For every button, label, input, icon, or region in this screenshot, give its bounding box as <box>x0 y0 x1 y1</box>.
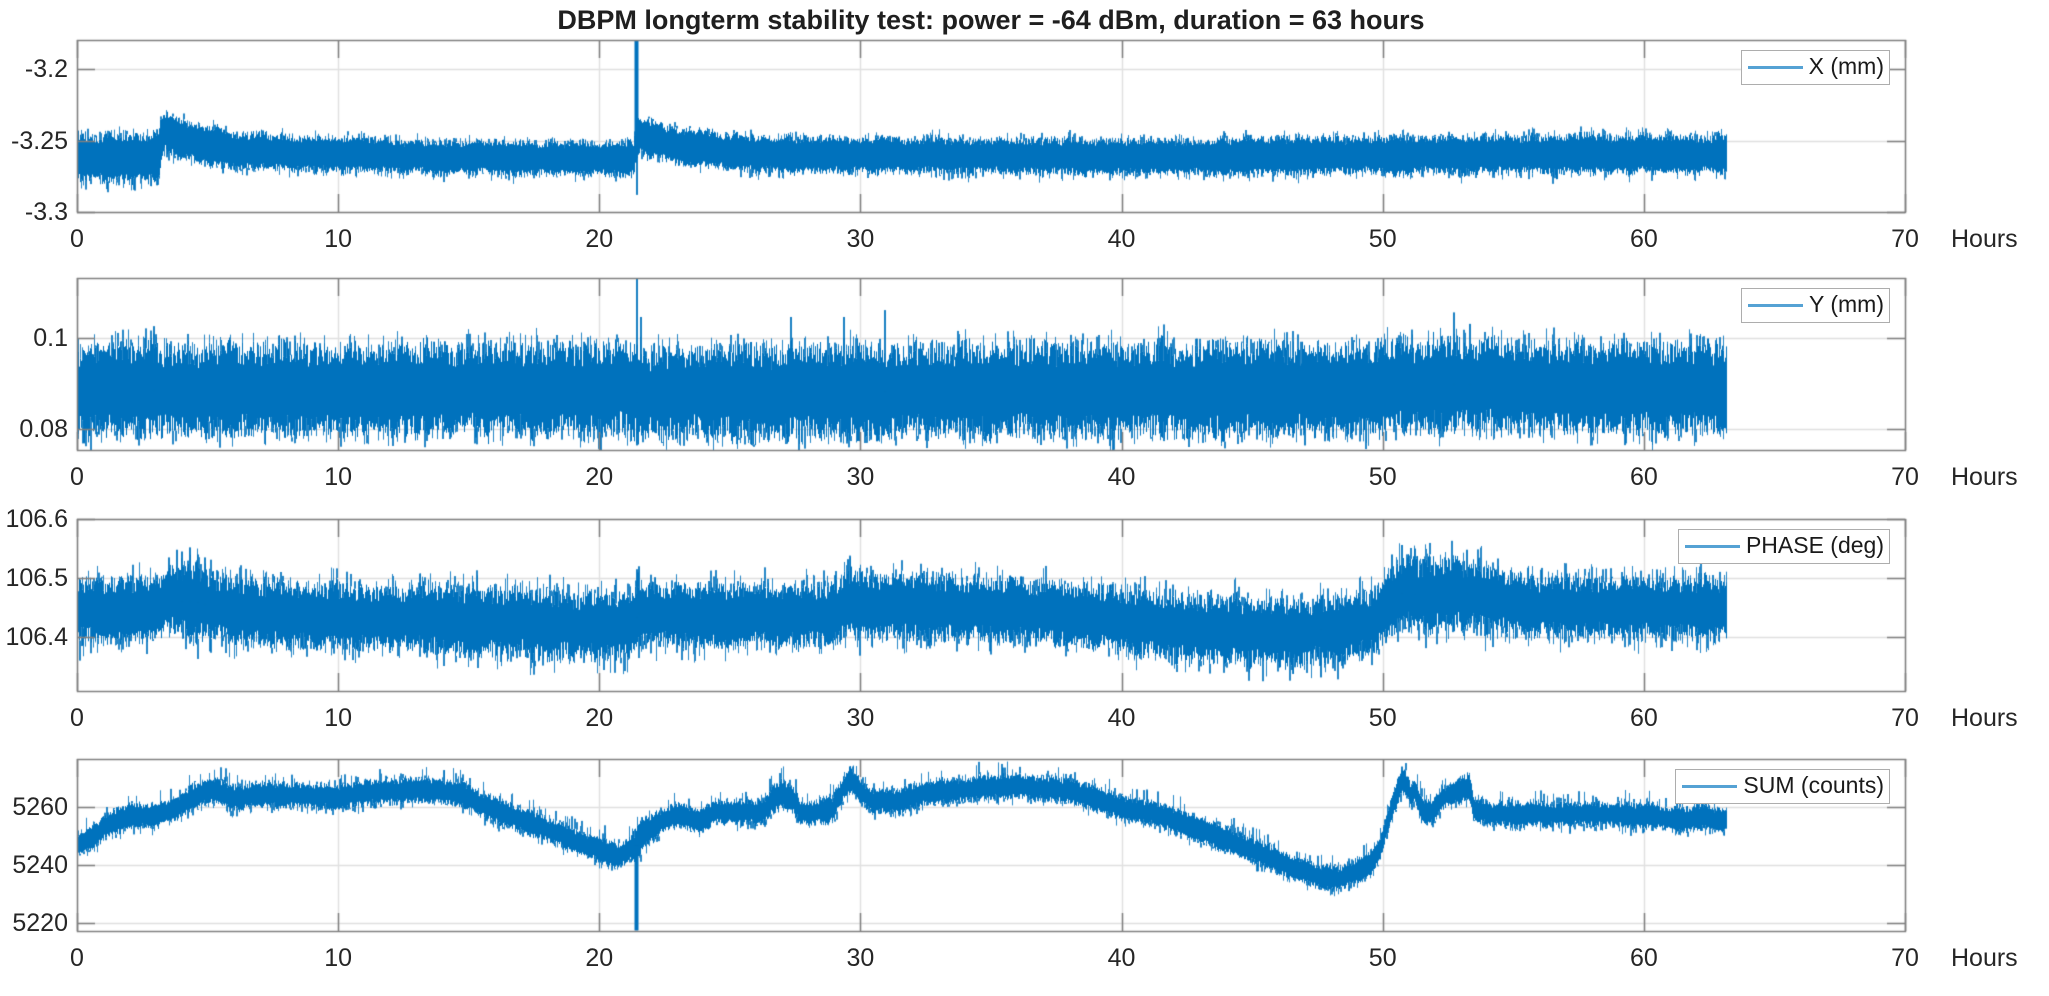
legend-line-sample <box>1747 66 1803 69</box>
y-tick-label: 5260 <box>12 793 68 822</box>
x-axis-unit-label: Hours <box>1951 944 2018 972</box>
legend: SUM (counts) <box>1675 769 1890 804</box>
x-tick-label: 20 <box>585 225 614 253</box>
x-tick-label: 70 <box>1891 704 1919 732</box>
chart-title: DBPM longterm stability test: power = -6… <box>557 5 1425 35</box>
x-tick-label: 40 <box>1107 463 1136 491</box>
x-tick-label: 30 <box>846 944 875 972</box>
x-tick-label: 10 <box>324 225 353 253</box>
legend-label: PHASE (deg) <box>1745 532 1884 558</box>
y-tick-label: -3.25 <box>11 126 68 155</box>
x-tick-label: 70 <box>1891 463 1919 491</box>
y-tick-label: 106.6 <box>5 505 68 533</box>
x-tick-label: 20 <box>585 944 614 972</box>
legend-label: SUM (counts) <box>1743 772 1884 798</box>
x-tick-label: 0 <box>70 225 84 253</box>
x-tick-label: 10 <box>324 944 353 972</box>
x-tick-label: 70 <box>1891 225 1919 253</box>
x-tick-label: 40 <box>1107 944 1136 972</box>
x-tick-label: 30 <box>846 463 875 491</box>
x-tick-label: 60 <box>1629 944 1658 972</box>
legend: Y (mm) <box>1741 288 1890 323</box>
x-tick-label: 0 <box>70 463 84 491</box>
x-tick-label: 30 <box>846 704 875 732</box>
x-tick-label: 60 <box>1629 704 1658 732</box>
x-tick-label: 50 <box>1368 463 1397 491</box>
x-tick-label: 50 <box>1368 225 1397 253</box>
x-tick-label: 40 <box>1107 225 1136 253</box>
y-tick-label: 106.4 <box>5 623 68 652</box>
x-tick-label: 20 <box>585 463 614 491</box>
x-tick-label: 0 <box>70 704 84 732</box>
legend: X (mm) <box>1740 50 1890 85</box>
x-axis-unit-label: Hours <box>1951 463 2018 491</box>
x-tick-label: 60 <box>1629 463 1658 491</box>
y-tick-label: 0.08 <box>19 415 68 444</box>
x-tick-label: 50 <box>1368 944 1397 972</box>
legend-line-sample <box>1682 785 1738 788</box>
y-tick-label: 5240 <box>12 850 68 879</box>
x-tick-label: 20 <box>585 704 614 732</box>
legend-line-sample <box>1684 545 1740 548</box>
y-tick-label: -3.3 <box>24 198 68 226</box>
x-tick-label: 10 <box>324 704 353 732</box>
legend: PHASE (deg) <box>1677 529 1890 564</box>
x-tick-label: 40 <box>1107 704 1136 732</box>
y-tick-label: 106.5 <box>5 564 68 593</box>
legend-label: Y (mm) <box>1809 291 1884 317</box>
y-tick-label: 5220 <box>12 908 68 937</box>
x-axis-unit-label: Hours <box>1951 704 2018 732</box>
x-tick-label: 10 <box>324 463 353 491</box>
x-tick-label: 30 <box>846 225 875 253</box>
x-tick-label: 60 <box>1629 225 1658 253</box>
x-tick-label: 50 <box>1368 704 1397 732</box>
y-tick-label: -3.2 <box>24 55 68 84</box>
x-tick-label: 70 <box>1891 944 1919 972</box>
y-tick-label: 0.1 <box>33 323 68 352</box>
legend-label: X (mm) <box>1808 53 1884 79</box>
x-axis-unit-label: Hours <box>1951 225 2018 253</box>
x-tick-label: 0 <box>70 944 84 972</box>
legend-line-sample <box>1748 304 1804 307</box>
